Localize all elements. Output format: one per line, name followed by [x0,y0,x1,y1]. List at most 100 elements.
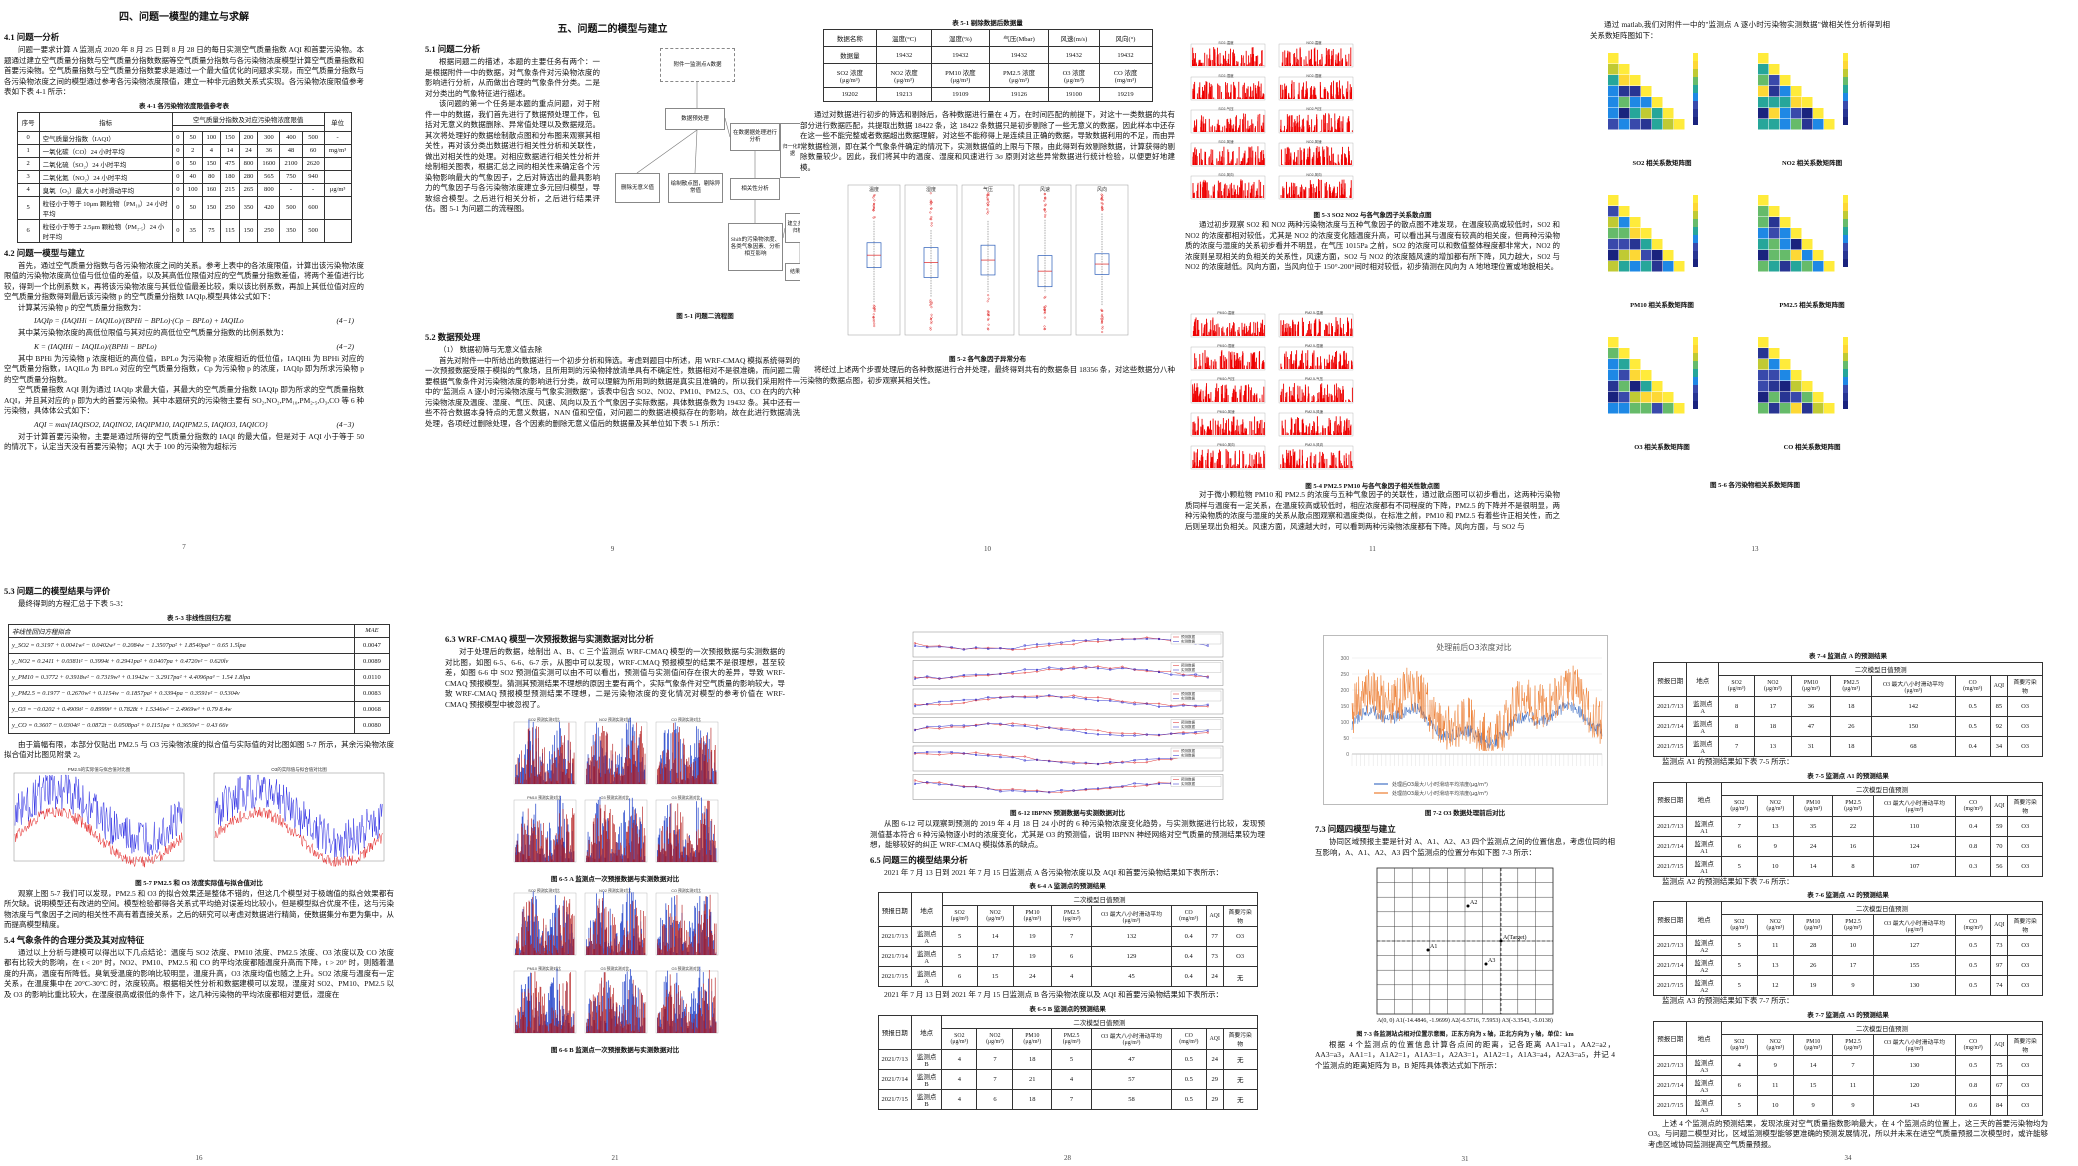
table-cell: 50 [183,156,203,171]
table-row: 6 粒径小于等于 2.5μm 颗粒物（PM₂.₅）24 小时平均 0 35 75 115 1… [16,218,352,243]
table-cell: 0 [171,143,185,158]
table-cell: - [323,130,352,145]
table-cell: 400 [279,130,303,145]
table-header-row: 预报日期 地点 二次模型日值预测 [1652,662,2043,697]
figure-caption: 图 6-6 B 监测点一次预报数据与实测数据对比 [550,1047,680,1054]
flow-box: 归一化数据 [780,123,800,178]
table-cell: 0.4 [1170,966,1207,987]
table-header: SO2 (μg/m³) [1720,1033,1758,1056]
svg-text:NO2-湿度: NO2-湿度 [1306,73,1322,78]
table-cell: 0.4 [1170,926,1207,947]
table-cell: 75 [1990,1054,2009,1076]
table-cell: 9 [1832,975,1874,996]
table-cell: 2021/7/15 [1652,855,1688,877]
heatmap-grid: SO2 相关系数矩阵图 NO2 相关系数矩阵图 PM10 相关系数矩阵图 PM2.5 … [1590,47,1890,477]
limits-table: 序号 指标 空气质量分指数及对应污染物浓度限值 单位 0 空气质量分指数（IAQI） 0 50… [16,111,352,243]
table-cell: 粒径小于等于 2.5μm 颗粒物（PM₂.₅）24 小时平均 [38,218,173,243]
bar-chart: O3 预测实测对比 [584,795,648,863]
table-header: O3 最大八小时滑动平均 (μg/m³) [1091,905,1172,927]
table-cell: 17 [976,946,1014,967]
table-row: 0 空气质量分指数（IAQI） 0 50 100 150 200 300 400 500- [16,130,352,145]
table-cell: 19202 [822,87,878,102]
svg-text:NO2 预测实测对比: NO2 预测实测对比 [599,888,631,893]
table-caption: 表 6-4 A 监测点的预测结果 [1029,883,1106,890]
bar-chart: O3 预测实测对比 [584,966,648,1034]
svg-text:PM2.5的实际值与拟合值对比图: PM2.5的实际值与拟合值对比图 [68,766,131,773]
scatter-plot: PM2.5-湿度 [1278,343,1354,371]
scatter-plot: PM2.5-气压 [1278,376,1354,404]
table-cell: 5 [16,195,40,220]
table-cell: 0.5 [1171,1048,1207,1070]
scatter-plot: SO2-风速 [1190,139,1266,167]
correlation-heatmap: SO2 相关系数矩阵图 [1608,53,1698,167]
table-header: 首要污染物 [1222,1027,1258,1050]
table-cell: 二氧化硫（SO₂）24 小时平均 [38,156,173,171]
table-cell: 750 [279,169,303,184]
scatter-plot: PM10-风速 [1190,409,1266,437]
fit-comparison-figure: PM2.5的实际值与拟合值对比图 O3的实际值与拟合值对比图 [4,765,394,875]
bar-chart: PM10 预测实测对比 [513,966,577,1034]
table-row: y_SO2 = 0.3197 + 0.0041w² − 0.0402w³ − 0… [8,636,391,654]
table-row: 2021/7/15 监测点 A1 5 10 14 8 107 0.3 56 O3 [1652,855,2043,877]
table-header: 二次模型日值预测 [1720,1020,2044,1035]
table-cell [323,156,352,171]
table-cell: 19 [1793,975,1834,996]
figure-caption: 图 5-1 问题二流程图 [676,313,734,320]
table-row: 2021/7/14 监测点 B 4 7 21 4 57 0.5 29 无 [877,1068,1258,1090]
table-cell: 97 [1990,955,2009,976]
table-cell: 50 [183,130,203,145]
table-cell: 80 [201,169,222,184]
flowchart: 附件一监测点A数据 数据预处理 删除无意义值 绘制散点图，剔除异常值 在数据据处… [610,38,800,358]
table-cell: 2021/7/14 [1652,955,1688,976]
table-cell: 11 [1756,1074,1795,1096]
table-note: 监测点 A1 的预测结果如下表 7-5 所示： [1662,757,1794,766]
scatter-plot: NO2-湿度 [1278,73,1354,101]
table-cell: 0.6 [1955,1094,1992,1116]
svg-text:PM2.5-温度: PM2.5-温度 [1305,310,1324,315]
table-cell: 18 [1012,1088,1053,1110]
table-header: 二次模型日值预测 [941,892,1258,906]
scatter-plot: PM10-风向 [1190,442,1266,470]
page-28: 预测数据 实测数据 预测数据 实测数据 预测数据 实测数据 预测数据 实测数据 预测数据 实测数据… [870,630,1265,1164]
table-header: AQI [1990,1033,2009,1056]
bar-chart: PM10 预测实测对比 [513,795,577,863]
table-cell: 7 [1051,926,1093,947]
table-header: SO2 (μg/m³) [1720,914,1758,936]
heading-5-2: 5.2 数据预处理 [425,332,481,342]
table-header: CO (mg/m³) [1955,794,1992,817]
table-cell: 36 [257,143,281,158]
table-cell: 73 [1990,935,2009,956]
table-header: PM10 (μg/m³) [1793,794,1834,817]
table-cell: 68 [1871,736,1956,757]
table-cell: 5 [1720,975,1758,996]
table-cell: 7 [976,1048,1014,1070]
table-row: 2021/7/14 监测点 A2 5 13 26 17 155 0.5 97 O3 [1652,955,2043,976]
table-cell: 28 [1793,935,1834,956]
figure-caption: 图 5-3 SO2 NO2 与各气象因子关系散点图 [1313,212,1432,219]
table-header: NO2 (μg/m³) [976,905,1014,927]
table-cell: 0.3 [1955,855,1992,877]
table-header: 预报日期 [1652,781,1688,817]
scatter-plot: PM2.5-温度 [1278,310,1354,338]
flow-box: 在数据据处理进行分析 [730,123,780,151]
table-header: PM2.5 (μg/m³) [1832,1033,1874,1056]
svg-text:SO2-风速: SO2-风速 [1218,139,1234,144]
svg-text:PM2.5-风向: PM2.5-风向 [1305,442,1324,447]
paragraph: 将经过上述两个步骤处理后的各种数据进行合并处理，最终得到共有的数据条目 1835… [800,365,1175,385]
page-number: 9 [610,545,615,553]
table-cell: 风向(°) [1098,29,1153,47]
table-cell: 45 [1091,966,1172,987]
boxplot-panel: 温度 [847,184,900,336]
table-cell: O3 [2007,736,2043,757]
table-header: 预报日期 [877,1014,912,1050]
table-cell: y_PM10 = 0.3772 + 0.3918w² − 0.7319w³ + … [8,668,355,686]
station-label: A3 [1488,958,1495,964]
table-cell: 19 [1012,926,1053,947]
paragraph: 对于微小颗粒物 PM10 和 PM2.5 的浓度与五种气象因子的关联性，通过散点… [1185,490,1560,531]
station-point [1499,939,1503,943]
table-cell: 130 [1872,1054,1957,1076]
table-caption: 表 5-1 剔除数据后数据量 [952,20,1023,27]
page-16: 5.3 问题二的模型结果与评价 最终得到的方程汇总于下表 5-3： 表 5-3 … [4,582,394,1164]
